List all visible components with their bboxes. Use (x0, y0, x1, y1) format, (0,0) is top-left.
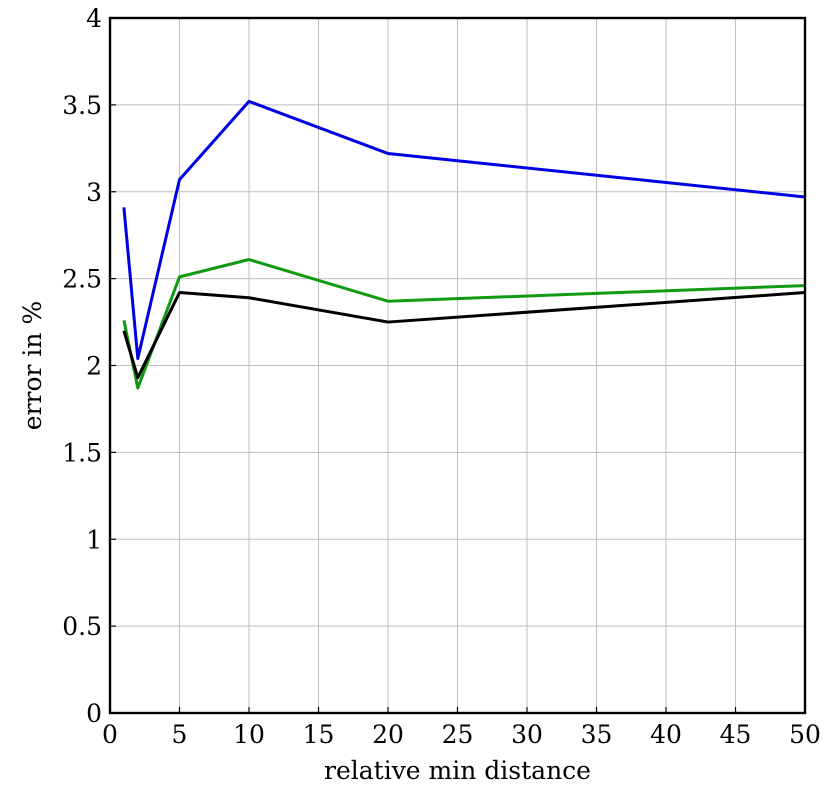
x-tick-label: 15 (303, 720, 335, 749)
y-axis-ticks: 0 0.5 1 1.5 2 2.5 3 3.5 4 (62, 4, 116, 728)
y-tick-label: 1 (86, 525, 102, 554)
x-tick-label: 10 (233, 720, 265, 749)
y-tick-label: 1.5 (62, 438, 102, 467)
series-line-3 (122, 291, 806, 380)
y-tick-label: 2 (86, 352, 102, 381)
x-axis-ticks: 0 5 10 15 20 25 30 35 40 45 50 (102, 707, 821, 749)
x-tick-label: 40 (650, 720, 682, 749)
x-tick-label: 30 (511, 720, 543, 749)
y-tick-label: 3 (86, 178, 102, 207)
x-tick-label: 35 (581, 720, 613, 749)
y-tick-label: 3.5 (62, 91, 102, 120)
series-line-2 (122, 258, 806, 390)
x-tick-label: 0 (102, 720, 118, 749)
x-tick-label: 5 (172, 720, 188, 749)
x-tick-label: 25 (442, 720, 474, 749)
x-tick-label: 20 (372, 720, 404, 749)
y-tick-label: 2.5 (62, 265, 102, 294)
x-tick-label: 50 (789, 720, 821, 749)
y-tick-label: 0.5 (62, 612, 102, 641)
y-tick-label: 4 (86, 4, 102, 33)
series-line-1 (122, 99, 806, 361)
grid (110, 18, 805, 713)
x-axis-label: relative min distance (324, 756, 591, 785)
series-lines (122, 99, 806, 390)
x-tick-label: 45 (720, 720, 752, 749)
y-tick-label: 0 (86, 699, 102, 728)
y-axis-label: error in % (18, 301, 47, 430)
